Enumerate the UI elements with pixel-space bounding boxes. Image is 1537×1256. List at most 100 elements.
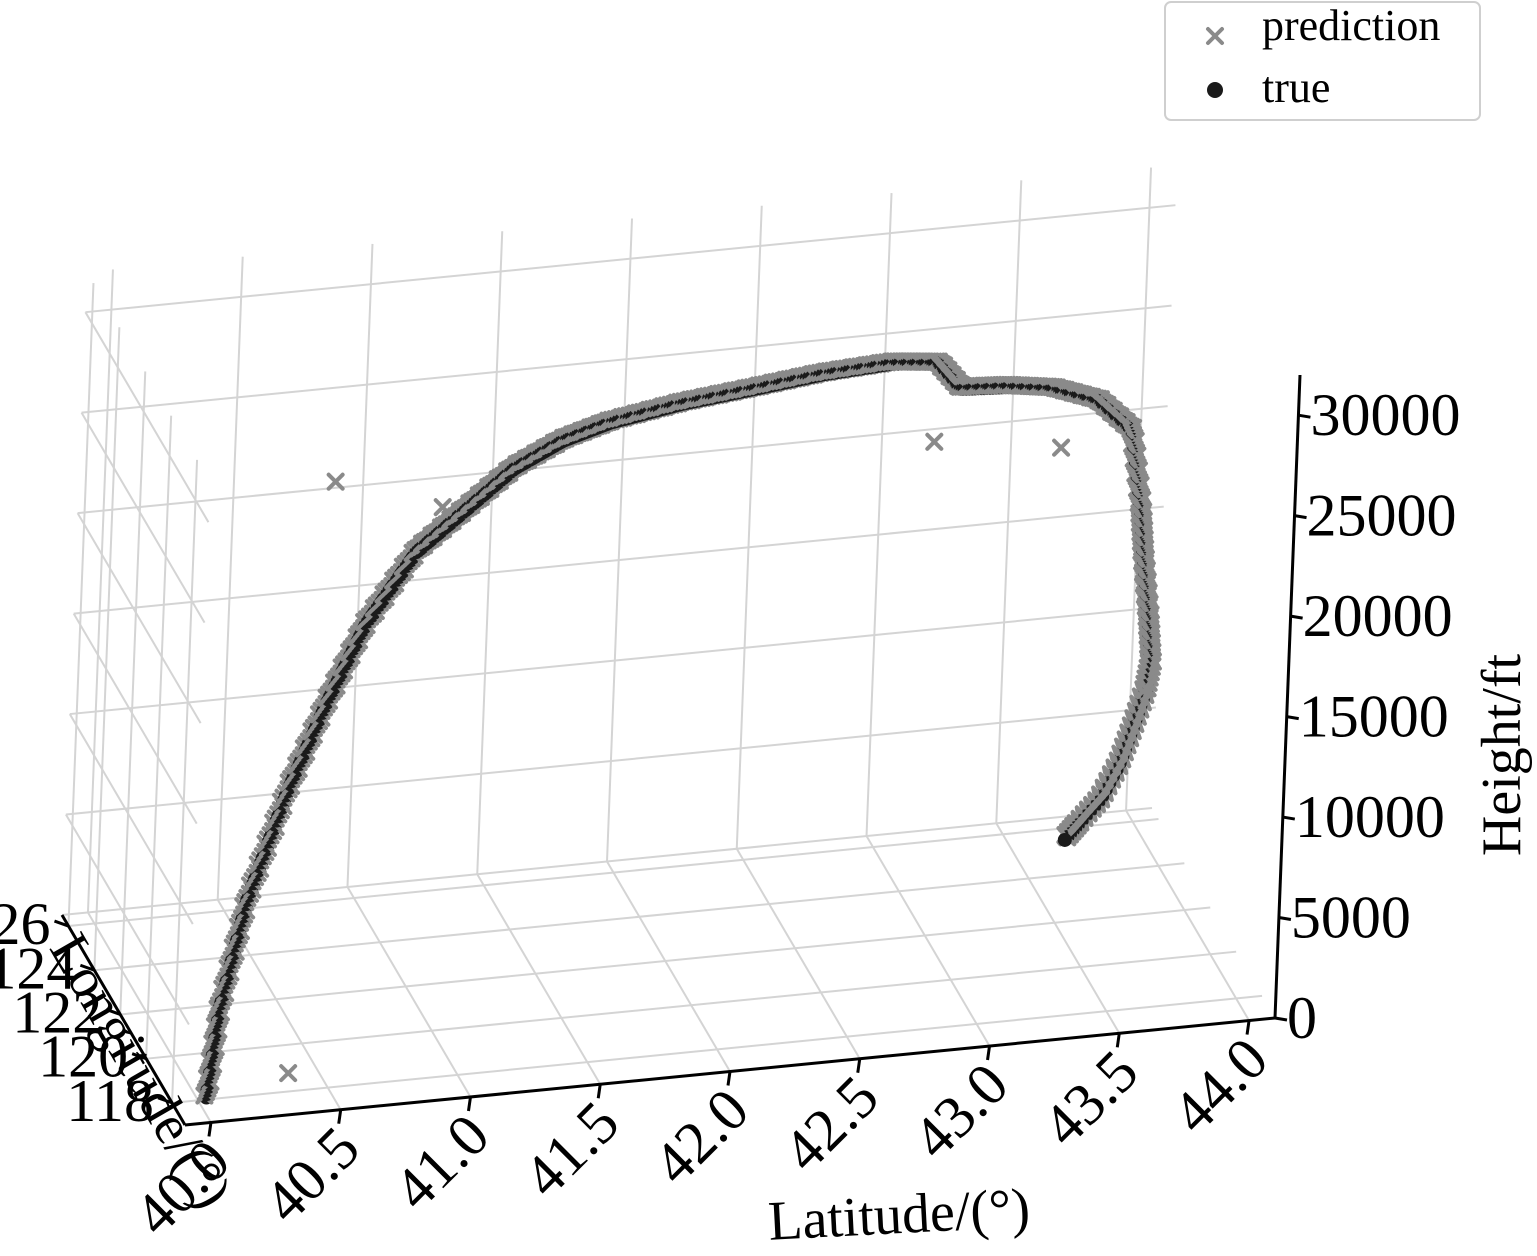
x-tick-mark [986,1045,992,1061]
legend-x-glyph [1206,27,1224,45]
grid-line-y-side [171,459,199,1103]
grid-line-z-side [65,814,190,1026]
z-tick-mark [1294,514,1307,520]
x-tick-label: 43.0 [900,1051,1021,1172]
z-tick-mark [1282,815,1296,821]
x-tick-label: 41.0 [381,1101,502,1222]
grid-line-x-back [995,180,1023,824]
x-tick-mark [337,1109,343,1124]
grid-line-x-floor [87,911,212,1123]
y-tick-label: 126 [0,891,50,957]
legend-label-prediction: prediction [1262,1,1440,50]
legend: prediction true [1164,1,1481,121]
grid-line-x-back [216,256,244,900]
grid-line-y-floor [94,862,1185,972]
legend-label-true: true [1262,63,1330,112]
grid-line-x-back [606,218,633,862]
x-tick-mark [466,1096,472,1112]
grid-line-x-floor [1125,810,1250,1022]
z-tick-mark [1274,1016,1288,1022]
y-tick-label: 120 [38,1024,128,1090]
legend-marker-prediction [1206,27,1224,45]
grid-line-z-back [85,204,1176,314]
grid-line-y-floor [171,994,1263,1104]
y-tick-mark [105,1008,121,1016]
x-tick-label: 44.0 [1159,1025,1280,1146]
grid-line-x-floor [476,873,602,1085]
x-tick-label: 43.5 [1030,1038,1151,1159]
data-points [195,352,1162,1105]
grid-line-z-side [68,713,194,925]
grid-line-y-side [93,327,121,971]
x-tick-mark [596,1084,602,1099]
grid-line-y-side [145,415,173,1059]
grid-line-z-side [76,512,202,724]
x-tick-mark [856,1058,862,1073]
grid-line-x-floor [995,822,1121,1034]
grid-line-x-floor [865,835,991,1047]
axes [53,374,1311,1137]
x-tick-mark [207,1122,213,1137]
z-tick-label: 30000 [1310,382,1460,448]
z-axis-label: Height/ft [1471,653,1533,856]
x-tick-mark [726,1071,732,1086]
grid-line-x-back [865,192,893,837]
y-tick-label: 124 [0,935,76,1001]
prediction-outlier-point [925,432,944,451]
legend-box [1164,1,1481,121]
z-tick-mark [1290,614,1303,620]
prediction-outlier-point [433,498,452,517]
legend-marker-true [1207,82,1223,98]
z-tick-mark [1286,715,1299,721]
grid-line-z-side [80,412,206,624]
grid-line-x-floor [606,860,731,1073]
z-tick-label: 5000 [1291,885,1411,951]
grid-line-z-back [69,606,1160,716]
prediction-outlier-point [1137,679,1156,698]
grid-line-y-side [119,371,147,1015]
grid-line-y-floor [146,950,1237,1060]
grid-line-x-back [476,231,504,875]
z-tick-mark [1278,916,1292,922]
x-tick-mark [1115,1033,1121,1048]
grid-line-z-back [65,706,1157,816]
prediction-outlier-point [1052,438,1071,457]
grid-line-x-back [346,243,374,888]
z-tick-label: 25000 [1307,483,1457,549]
grid-line-z-side [84,311,210,523]
y-axis-line [60,914,187,1126]
y-tick-mark [53,919,69,928]
grid-line-z-back [61,807,1153,916]
grid-line-x-floor [735,848,861,1060]
x-tick-label: 42.5 [770,1063,891,1184]
x-tick-label: 41.5 [511,1089,632,1210]
grid-line-x-back [735,205,763,849]
true-point [1057,832,1072,847]
y-tick-mark [131,1052,147,1061]
grid-line-x-back [86,269,114,913]
grid-line-x-floor [346,886,472,1098]
x-tick-label: 40.5 [251,1114,372,1235]
prediction-outlier-point [326,472,345,491]
grid-line-y-floor [120,906,1211,1016]
grid-line-z-back [77,405,1168,515]
z-tick-mark [1298,413,1311,419]
grid-line-y-side [67,283,95,927]
z-tick-label: 0 [1287,985,1317,1051]
y-tick-label: 118 [66,1068,154,1134]
y-tick-label: 122 [12,979,102,1045]
grid-panes [61,167,1263,1126]
z-axis-line [1273,374,1302,1019]
grid-line-y-floor [68,818,1159,928]
grid-line-z-side [72,613,198,825]
prediction-outlier-point [279,1064,298,1083]
z-tick-label: 20000 [1303,583,1453,649]
z-tick-label: 10000 [1295,784,1445,850]
z-tick-label: 15000 [1299,684,1449,750]
grid-line-z-back [73,505,1164,615]
x-axis-label: Latitude/(°) [767,1177,1032,1253]
grid-line-z-back [81,304,1172,414]
y-tick-mark [157,1096,173,1105]
x-tick-label: 42.0 [640,1076,761,1197]
